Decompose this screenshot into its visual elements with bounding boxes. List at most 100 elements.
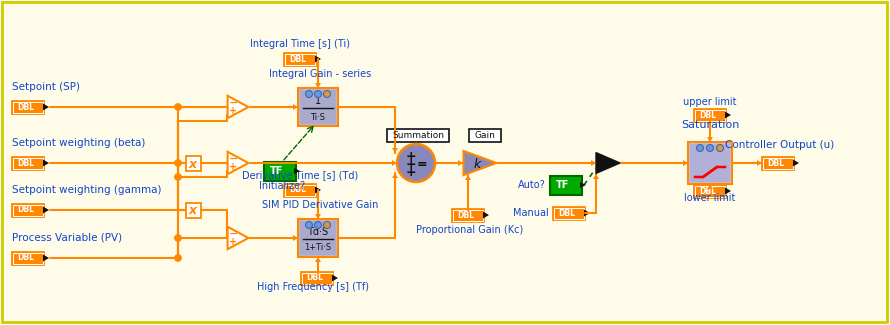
Polygon shape (683, 160, 688, 166)
Text: Setpoint weighting (beta): Setpoint weighting (beta) (12, 138, 145, 148)
Circle shape (314, 222, 321, 228)
Text: Setpoint weighting (gamma): Setpoint weighting (gamma) (12, 185, 161, 195)
FancyBboxPatch shape (690, 144, 730, 182)
Text: DBL: DBL (17, 205, 34, 214)
Text: DBL: DBL (457, 211, 474, 219)
Text: Integral Gain - series: Integral Gain - series (269, 69, 371, 79)
Circle shape (697, 145, 703, 151)
Text: =: = (417, 159, 427, 172)
FancyBboxPatch shape (13, 204, 43, 215)
FancyBboxPatch shape (300, 90, 336, 124)
FancyBboxPatch shape (453, 210, 483, 220)
Polygon shape (43, 160, 49, 166)
Circle shape (716, 145, 724, 151)
Text: Saturation: Saturation (681, 120, 740, 130)
Polygon shape (228, 227, 248, 249)
Text: Auto?: Auto? (518, 180, 546, 190)
Polygon shape (293, 235, 298, 241)
Text: TF: TF (556, 180, 570, 190)
FancyBboxPatch shape (13, 158, 43, 168)
Text: Manual: Manual (514, 208, 549, 218)
FancyBboxPatch shape (688, 142, 732, 184)
Polygon shape (725, 188, 731, 194)
Circle shape (323, 222, 330, 228)
Text: High Frequency [s] (Tf): High Frequency [s] (Tf) (257, 282, 369, 292)
Text: +: + (406, 165, 417, 178)
FancyBboxPatch shape (185, 155, 200, 171)
Polygon shape (315, 214, 321, 219)
Text: Setpoint (SP): Setpoint (SP) (12, 82, 80, 92)
Polygon shape (315, 56, 321, 62)
Text: x: x (189, 158, 197, 171)
Polygon shape (315, 83, 321, 88)
FancyBboxPatch shape (694, 185, 726, 198)
FancyBboxPatch shape (284, 184, 316, 197)
Circle shape (305, 90, 312, 98)
FancyBboxPatch shape (469, 128, 501, 141)
Circle shape (174, 174, 182, 180)
FancyBboxPatch shape (285, 185, 315, 196)
FancyBboxPatch shape (302, 272, 332, 283)
Text: lower limit: lower limit (684, 193, 736, 203)
Text: k: k (473, 158, 481, 171)
Polygon shape (315, 187, 321, 193)
Text: Proportional Gain (Kc): Proportional Gain (Kc) (417, 225, 523, 235)
Text: −: − (229, 229, 238, 239)
FancyBboxPatch shape (300, 221, 336, 255)
Polygon shape (228, 96, 248, 118)
FancyBboxPatch shape (12, 157, 44, 170)
Text: +: + (406, 159, 417, 172)
Text: DBL: DBL (699, 111, 716, 120)
Circle shape (174, 104, 182, 110)
FancyBboxPatch shape (695, 186, 725, 197)
Circle shape (305, 222, 312, 228)
Circle shape (323, 90, 330, 98)
Text: −: − (229, 98, 238, 108)
FancyBboxPatch shape (762, 157, 794, 170)
Polygon shape (483, 212, 489, 218)
Polygon shape (596, 153, 620, 174)
FancyBboxPatch shape (13, 101, 43, 112)
Polygon shape (584, 210, 590, 216)
Text: +: + (229, 106, 238, 116)
FancyBboxPatch shape (12, 203, 44, 216)
Text: DBL: DBL (17, 159, 34, 167)
Circle shape (174, 255, 182, 261)
FancyBboxPatch shape (554, 207, 584, 218)
Polygon shape (464, 151, 497, 175)
Polygon shape (392, 160, 397, 166)
Polygon shape (294, 168, 300, 174)
Text: Td·S: Td·S (307, 227, 328, 237)
Text: Ti·S: Ti·S (311, 112, 326, 122)
FancyBboxPatch shape (298, 88, 338, 126)
Polygon shape (43, 206, 49, 214)
Text: −: − (229, 154, 238, 164)
FancyBboxPatch shape (763, 158, 793, 168)
Text: +: + (229, 237, 238, 247)
Polygon shape (43, 103, 49, 111)
Text: Derivative Time [s] (Td): Derivative Time [s] (Td) (242, 170, 358, 180)
Polygon shape (465, 175, 471, 180)
FancyBboxPatch shape (298, 219, 338, 257)
Text: Summation: Summation (392, 131, 444, 139)
Text: x: x (189, 204, 197, 217)
Polygon shape (228, 152, 248, 174)
Text: upper limit: upper limit (684, 97, 737, 107)
Text: DBL: DBL (17, 254, 34, 263)
Polygon shape (707, 184, 713, 189)
Circle shape (707, 145, 714, 151)
Polygon shape (725, 111, 731, 119)
Text: DBL: DBL (289, 186, 306, 194)
Circle shape (397, 144, 435, 182)
Text: DBL: DBL (767, 159, 784, 167)
Polygon shape (332, 275, 338, 281)
Polygon shape (458, 160, 463, 166)
Text: TF: TF (271, 166, 284, 176)
FancyBboxPatch shape (301, 271, 333, 284)
Text: Controller Output (u): Controller Output (u) (725, 140, 835, 150)
Polygon shape (793, 160, 799, 166)
Text: 1+Ti·S: 1+Ti·S (304, 243, 332, 253)
FancyBboxPatch shape (452, 209, 484, 222)
Polygon shape (392, 148, 398, 153)
Text: SIM PID Derivative Gain: SIM PID Derivative Gain (262, 200, 378, 210)
